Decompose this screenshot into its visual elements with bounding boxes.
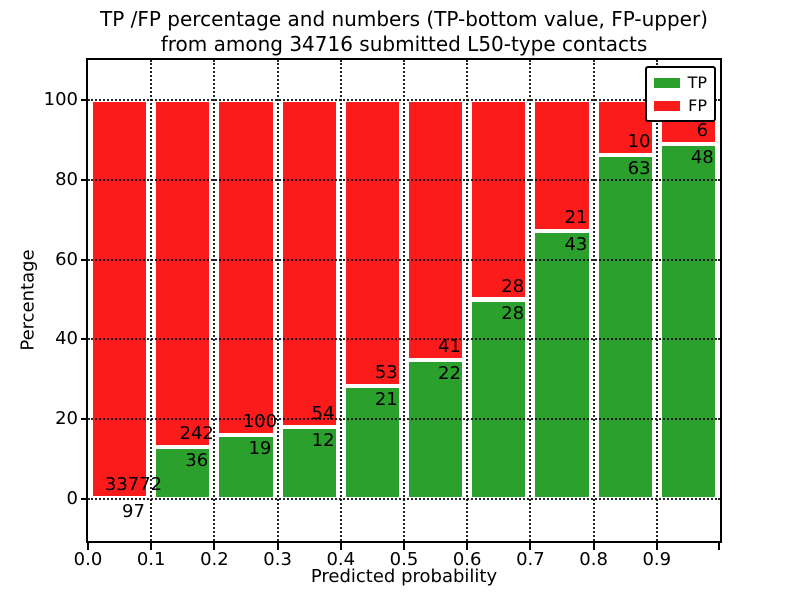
tp-count-label: 22 xyxy=(438,362,461,384)
fp-bar-segment xyxy=(280,99,338,427)
fp-bar-segment xyxy=(154,99,212,448)
x-gridline xyxy=(213,60,216,541)
x-tick-mark xyxy=(339,543,342,550)
legend-label-fp: FP xyxy=(688,96,707,115)
fp-count-label: 6 xyxy=(696,120,709,142)
tp-bar-segment xyxy=(407,359,465,500)
x-tick-mark xyxy=(213,543,216,550)
x-gridline xyxy=(655,60,658,541)
x-tick-label: 0.4 xyxy=(326,549,356,570)
tp-count-label: 21 xyxy=(374,388,398,410)
tp-count-label: 36 xyxy=(185,450,209,472)
x-gridline xyxy=(150,60,153,541)
fp-count-label: 28 xyxy=(501,275,525,297)
x-tick-mark xyxy=(718,543,720,550)
fp-count-label: 242 xyxy=(179,423,214,445)
tp-count-label: 12 xyxy=(311,429,335,451)
x-tick-label: 0.2 xyxy=(200,549,229,570)
x-tick-mark xyxy=(655,543,658,550)
tp-count-label: 63 xyxy=(627,157,651,179)
y-tick-mark xyxy=(81,258,88,261)
y-tick-label: 40 xyxy=(55,328,78,350)
tp-bar-segment xyxy=(533,230,591,500)
x-tick-label: 0.9 xyxy=(642,549,672,570)
x-tick-mark xyxy=(276,543,279,550)
x-tick-mark xyxy=(529,543,532,550)
x-tick-mark xyxy=(592,543,595,550)
y-tick-mark xyxy=(81,98,88,101)
tp-bar-segment xyxy=(596,154,654,500)
y-tick-mark xyxy=(81,418,88,421)
x-tick-mark xyxy=(150,543,153,550)
legend-swatch-tp xyxy=(654,77,680,88)
tp-count-label: 48 xyxy=(690,147,714,169)
fp-count-label: 21 xyxy=(564,206,588,228)
x-tick-label: 0.7 xyxy=(516,549,545,570)
x-tick-label: 0.6 xyxy=(452,549,482,570)
x-tick-mark xyxy=(87,543,89,550)
x-gridline xyxy=(592,60,595,541)
x-tick-mark xyxy=(466,543,469,550)
x-gridline xyxy=(339,60,342,541)
legend-swatch-fp xyxy=(654,100,680,111)
y-tick-label: 60 xyxy=(55,248,78,270)
x-axis-title: Predicted probability xyxy=(310,566,498,587)
fp-bar-segment xyxy=(407,99,465,360)
x-tick-mark xyxy=(403,543,405,550)
y-tick-mark xyxy=(81,178,88,181)
x-gridline xyxy=(276,60,279,541)
plot-area: 33772 97 242 36 100 19 54 12 53 21 41 22 28 28 21 43 10 6… xyxy=(88,60,720,541)
x-tick-label: 0.3 xyxy=(263,549,292,570)
legend: TP FP xyxy=(645,66,716,122)
chart-title-line2: from among 34716 submitted L50-type cont… xyxy=(160,32,648,56)
fp-count-label: 53 xyxy=(374,361,398,383)
y-tick-label: 20 xyxy=(55,408,78,430)
fp-count-label: 41 xyxy=(438,335,461,357)
x-tick-label: 0.1 xyxy=(136,549,166,570)
fp-bar-segment xyxy=(533,99,591,231)
y-tick-mark xyxy=(81,498,88,501)
fp-bar-segment xyxy=(343,99,401,386)
tp-count-label: 97 xyxy=(122,500,145,522)
fp-count-label: 10 xyxy=(627,130,651,152)
x-gridline xyxy=(466,60,469,541)
x-tick-label: 0.8 xyxy=(579,549,608,570)
tp-bar-segment xyxy=(343,385,401,500)
tp-bar-segment xyxy=(659,144,717,500)
tp-bar-segment xyxy=(217,435,275,500)
chart-title-line1: TP /FP percentage and numbers (TP-bottom… xyxy=(100,7,708,31)
x-gridline xyxy=(529,60,532,541)
legend-entry: TP xyxy=(654,73,707,92)
y-tick-label: 80 xyxy=(55,168,78,190)
x-tick-label: 0.5 xyxy=(389,549,419,570)
fp-bar-segment xyxy=(470,99,528,300)
legend-label-tp: TP xyxy=(687,73,707,92)
tp-count-label: 19 xyxy=(248,438,272,460)
fp-count-label: 100 xyxy=(242,411,278,433)
tp-count-label: 43 xyxy=(564,233,588,255)
fp-count-label: 33772 xyxy=(104,473,163,495)
x-gridline xyxy=(403,60,405,541)
tp-bar-segment xyxy=(280,426,338,500)
y-tick-mark xyxy=(81,338,88,341)
fp-bar-segment xyxy=(217,99,275,436)
tp-count-label: 28 xyxy=(501,302,525,324)
x-tick-label: 0.0 xyxy=(73,549,103,570)
chart-title: TP /FP percentage and numbers (TP-bottom… xyxy=(84,7,724,57)
legend-entry: FP xyxy=(654,96,707,115)
y-tick-label: 0 xyxy=(66,488,78,510)
y-axis-title: Percentage xyxy=(17,249,39,351)
fp-count-label: 54 xyxy=(311,402,335,424)
tp-bar-segment xyxy=(470,299,528,500)
fp-bar-segment xyxy=(91,99,149,498)
y-tick-label: 100 xyxy=(43,88,78,110)
